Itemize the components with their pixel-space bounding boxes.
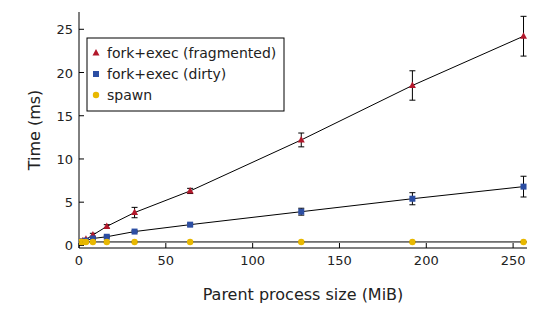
error-bar	[409, 193, 415, 205]
y-tick	[79, 158, 84, 159]
point	[83, 239, 89, 245]
point	[104, 239, 110, 245]
point	[409, 81, 416, 88]
point	[131, 209, 138, 216]
y-axis	[79, 12, 80, 248]
point	[90, 239, 96, 245]
error-cap	[521, 16, 527, 17]
x-tick-label: 200	[414, 253, 439, 268]
y-tick	[79, 29, 84, 30]
legend-marker	[93, 49, 100, 56]
error-cap	[132, 207, 138, 208]
point	[298, 136, 305, 143]
point	[187, 239, 193, 245]
point	[187, 222, 193, 228]
x-tick	[339, 243, 340, 248]
x-tick	[165, 243, 166, 248]
error-cap	[298, 208, 304, 209]
y-tick-label: 5	[65, 195, 73, 210]
x-tick-label: 100	[240, 253, 265, 268]
error-bar	[298, 133, 304, 147]
y-tick	[79, 202, 84, 203]
series-line	[81, 36, 524, 242]
error-cap	[409, 70, 415, 71]
series	[79, 176, 527, 245]
x-tick-label: 250	[501, 253, 526, 268]
error-cap	[298, 146, 304, 147]
point	[520, 239, 526, 245]
x-tick	[252, 243, 253, 248]
x-tick-label: 50	[158, 253, 175, 268]
y-tick-label: 0	[65, 238, 73, 253]
legend-label: spawn	[107, 87, 152, 103]
point	[409, 196, 415, 202]
point	[521, 184, 527, 190]
x-tick	[513, 243, 514, 248]
error-cap	[409, 192, 415, 193]
y-tick	[79, 115, 84, 116]
y-tick-label: 25	[56, 22, 73, 37]
point	[187, 187, 194, 194]
error-cap	[521, 176, 527, 177]
y-tick-label: 15	[56, 109, 73, 124]
point	[298, 209, 304, 215]
error-bar	[298, 208, 304, 215]
legend-frame	[87, 38, 284, 111]
error-bar	[521, 176, 527, 197]
y-tick-label: 20	[56, 66, 73, 81]
series-line	[81, 187, 524, 242]
point	[520, 32, 527, 39]
x-axis-label: Parent process size (MiB)	[203, 285, 404, 304]
point	[103, 222, 110, 229]
legend-label: fork+exec (fragmented)	[107, 45, 276, 61]
legend-label: fork+exec (dirty)	[107, 66, 226, 82]
error-cap	[298, 215, 304, 216]
x-axis	[79, 248, 527, 249]
x-tick	[426, 243, 427, 248]
legend-marker	[93, 71, 99, 77]
y-axis-label: Time (ms)	[25, 90, 44, 172]
error-cap	[409, 100, 415, 101]
x-tick-label: 0	[75, 253, 83, 268]
series	[79, 16, 527, 244]
x-tick-label: 150	[327, 253, 352, 268]
plot-area	[79, 16, 527, 245]
error-bar	[521, 16, 527, 56]
legend: fork+exec (fragmented) fork+exec (dirty) s…	[87, 38, 284, 111]
error-cap	[521, 56, 527, 57]
error-bar	[409, 71, 415, 100]
y-tick	[79, 72, 84, 73]
chart: 0 50 100 150 200 250 0 5 10 15 20 25 Parent process …	[0, 0, 534, 314]
point	[409, 239, 415, 245]
y-tick-label: 10	[56, 152, 73, 167]
series	[79, 239, 527, 245]
point	[298, 239, 304, 245]
legend-marker	[93, 92, 99, 98]
point	[132, 229, 138, 235]
error-bar	[132, 207, 138, 217]
error-cap	[521, 196, 527, 197]
y-tick	[79, 245, 84, 246]
error-cap	[409, 204, 415, 205]
error-cap	[298, 133, 304, 134]
error-cap	[132, 217, 138, 218]
point	[131, 239, 137, 245]
